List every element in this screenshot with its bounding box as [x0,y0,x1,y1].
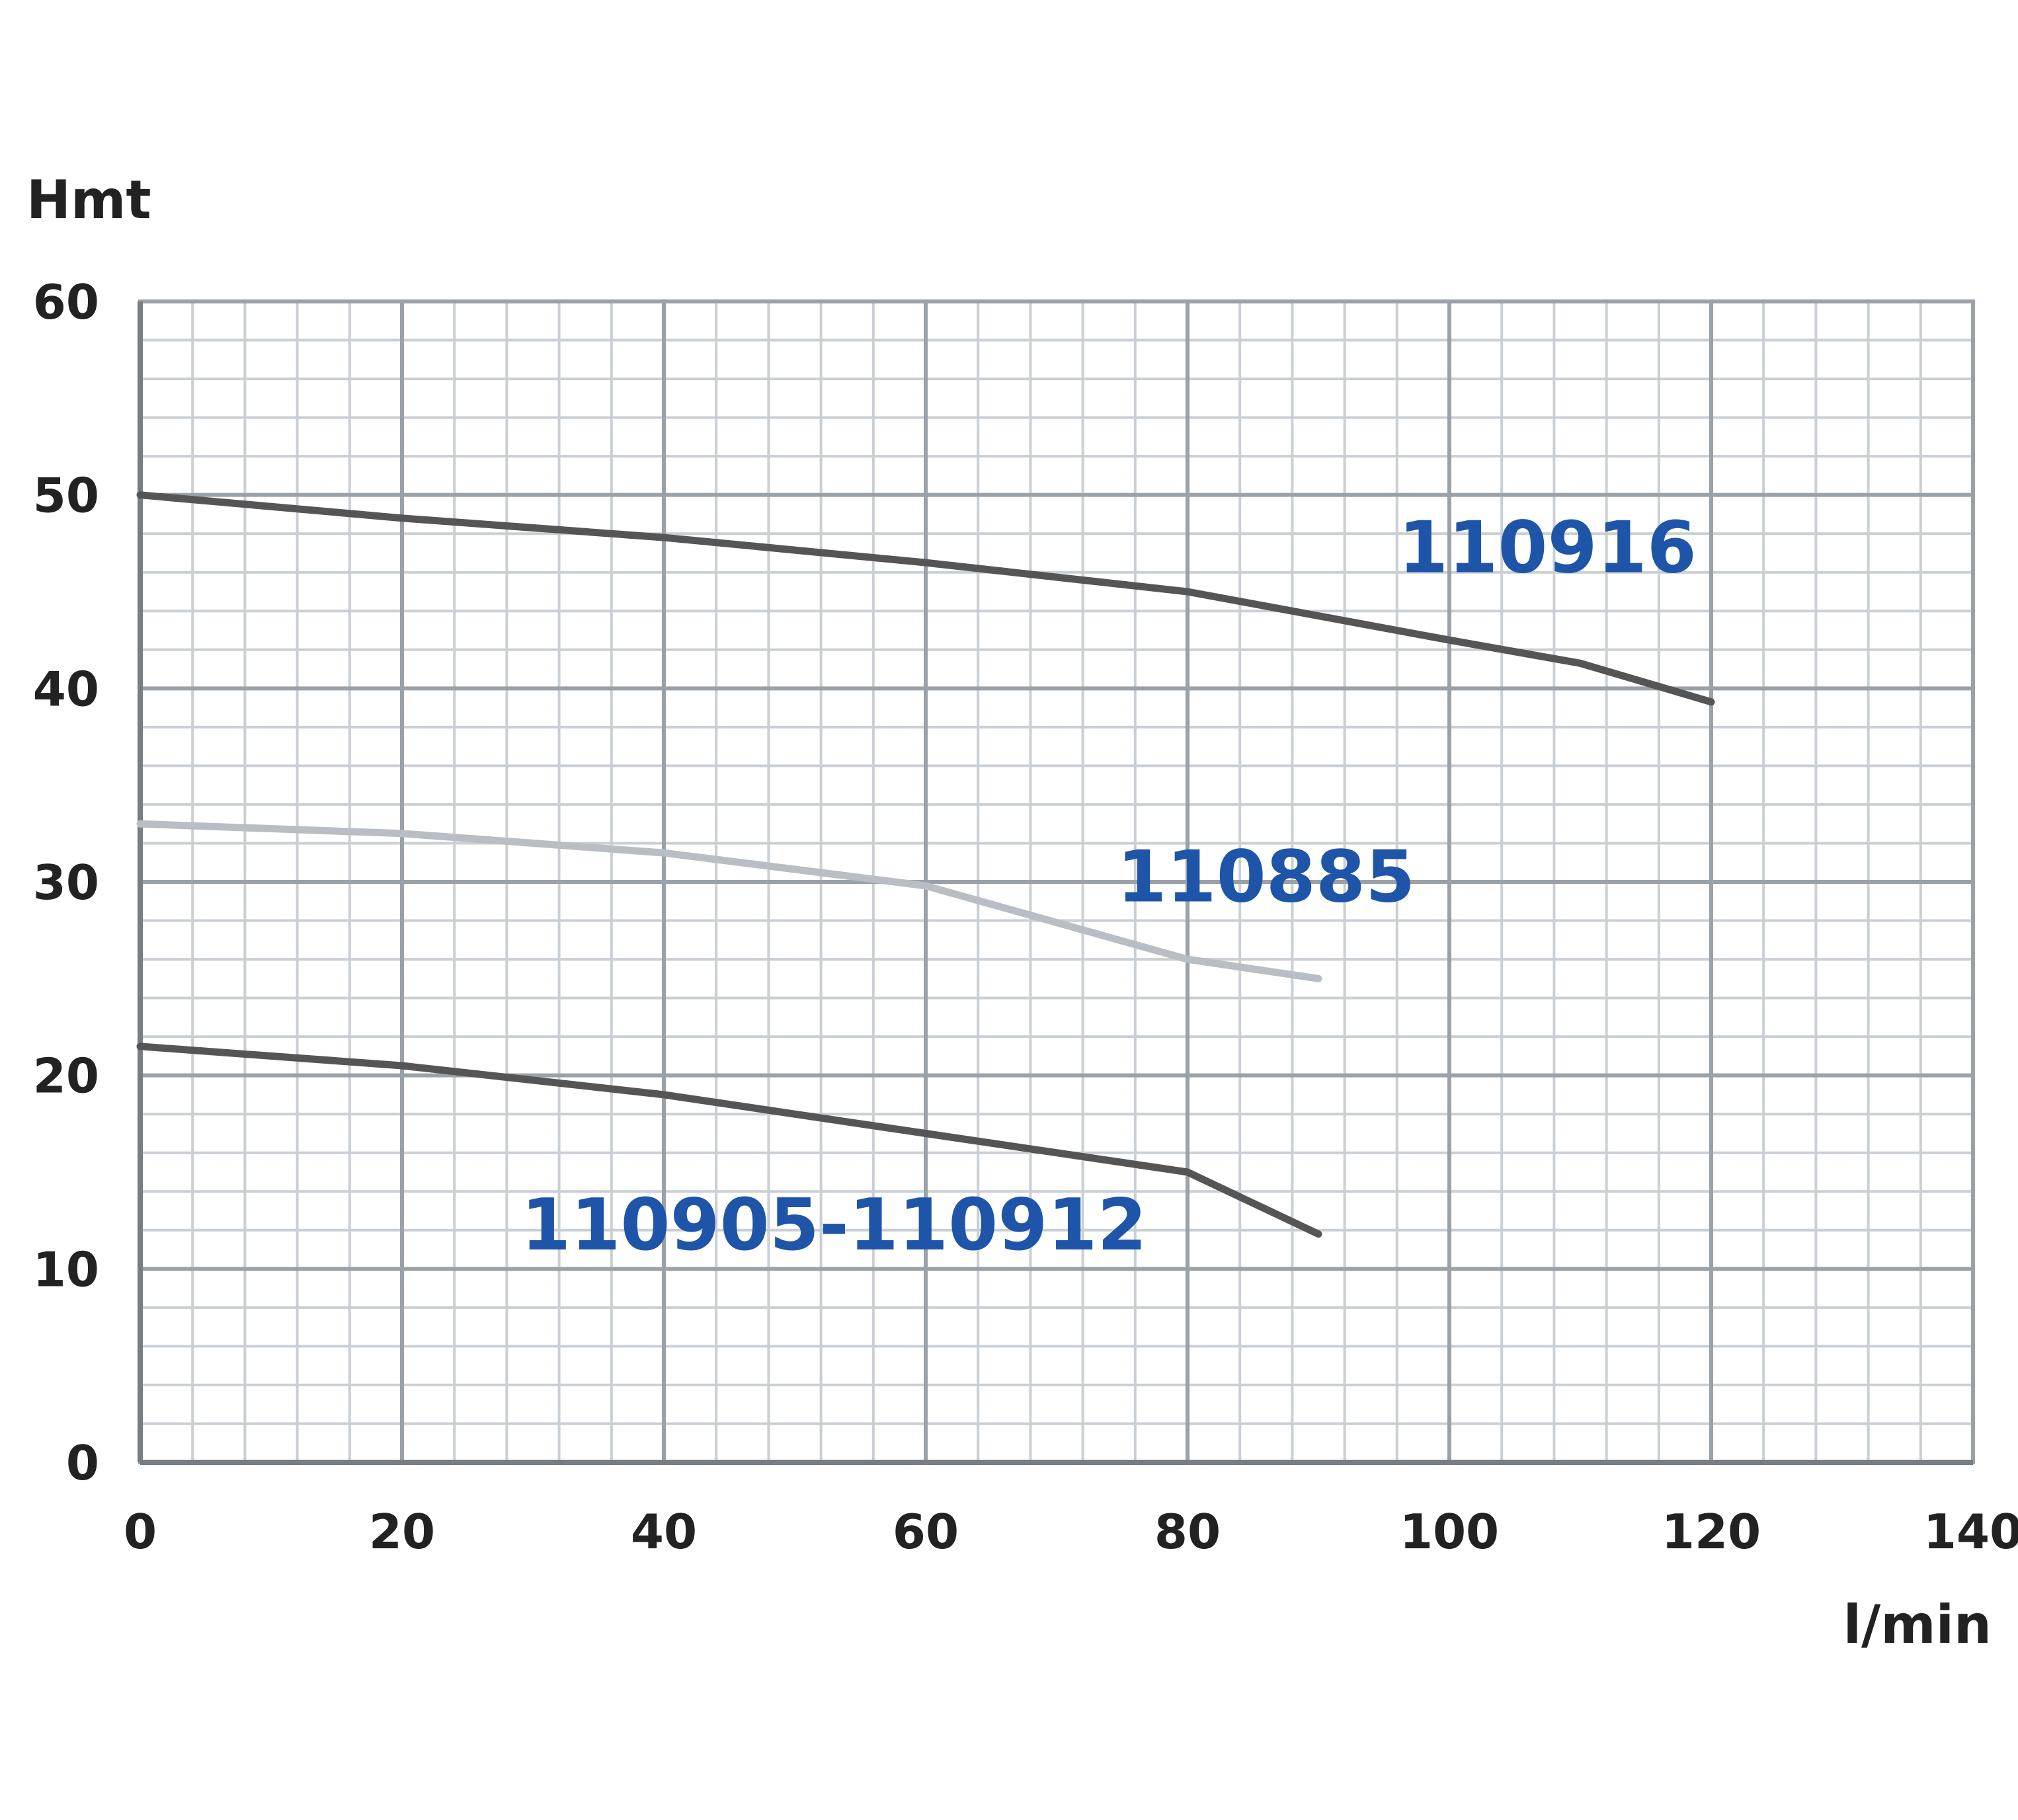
x-tick-label: 20 [369,1504,435,1560]
y-tick-label: 50 [33,468,99,524]
y-tick-label: 30 [33,855,99,910]
series-line-110916 [136,491,1715,706]
series-label: 110916 [1398,507,1697,590]
x-tick-label: 60 [893,1504,959,1560]
grid [138,299,1975,1464]
y-tick-label: 10 [33,1242,99,1297]
x-tick-label: 0 [124,1504,157,1560]
y-tick-label: 20 [33,1048,99,1104]
series-label: 110885 [1117,836,1415,918]
x-tick-label: 40 [631,1504,697,1560]
labels: 0 20 40 60 80 100 120 140 0 10 20 30 40 50 60 Hmt l/min 1… [26,169,2018,1655]
y-axis-title: Hmt [26,169,151,231]
series-lines [136,491,1715,1238]
x-tick-label: 140 [1923,1504,2018,1560]
x-tick-label: 120 [1662,1504,1761,1560]
x-tick-label: 100 [1400,1504,1499,1560]
x-tick-label: 80 [1154,1504,1221,1560]
y-tick-label: 60 [33,274,99,330]
x-axis-title: l/min [1843,1594,1992,1655]
series-label: 110905-110912 [521,1184,1147,1267]
series-line-110885 [136,820,1322,982]
y-tick-label: 40 [33,661,99,717]
y-tick-label: 0 [66,1435,99,1491]
series-line-110905-110912 [136,1043,1322,1238]
